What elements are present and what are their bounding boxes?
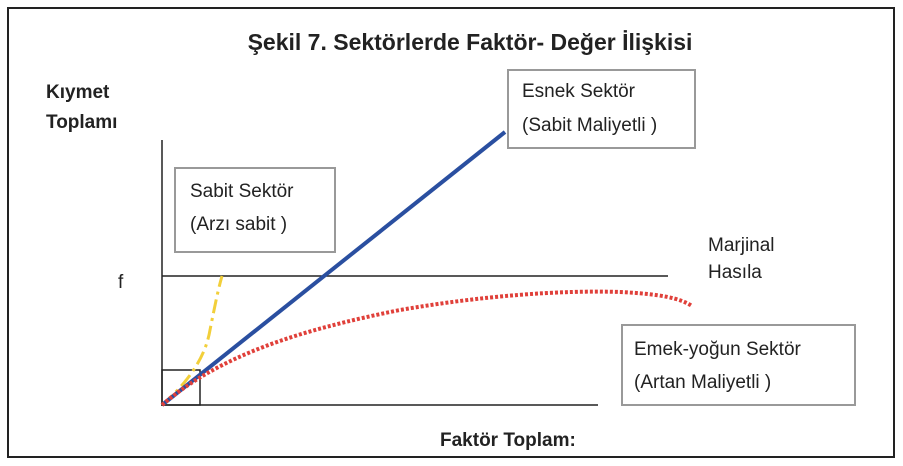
box-text: (Sabit Maliyetli )	[522, 115, 657, 136]
box-text: Esnek Sektör	[522, 81, 636, 102]
y-axis-label: Kıymet	[46, 82, 110, 103]
labor-sector-curve	[160, 289, 694, 407]
box	[621, 324, 856, 406]
box-text: (Arzı sabit )	[190, 214, 287, 235]
box	[507, 69, 696, 149]
y-axis-label: Toplamı	[46, 112, 117, 133]
level-line-label: Marjinal	[708, 235, 775, 256]
elastic-sector-line	[160, 130, 507, 407]
box	[174, 167, 336, 253]
level-label: f	[118, 272, 124, 293]
title: Şekil 7. Sektörlerde Faktör- Değer İlişk…	[248, 29, 693, 55]
box-text: (Artan Maliyetli )	[634, 372, 771, 393]
level-line-label: Hasıla	[708, 262, 762, 283]
box-text: Emek-yoğun Sektör	[634, 339, 802, 360]
x-axis-label: Faktör Toplam:	[440, 430, 576, 451]
origin-box	[161, 369, 201, 406]
fixed-sector-curve	[161, 275, 224, 407]
box-text: Sabit Sektör	[190, 181, 294, 202]
